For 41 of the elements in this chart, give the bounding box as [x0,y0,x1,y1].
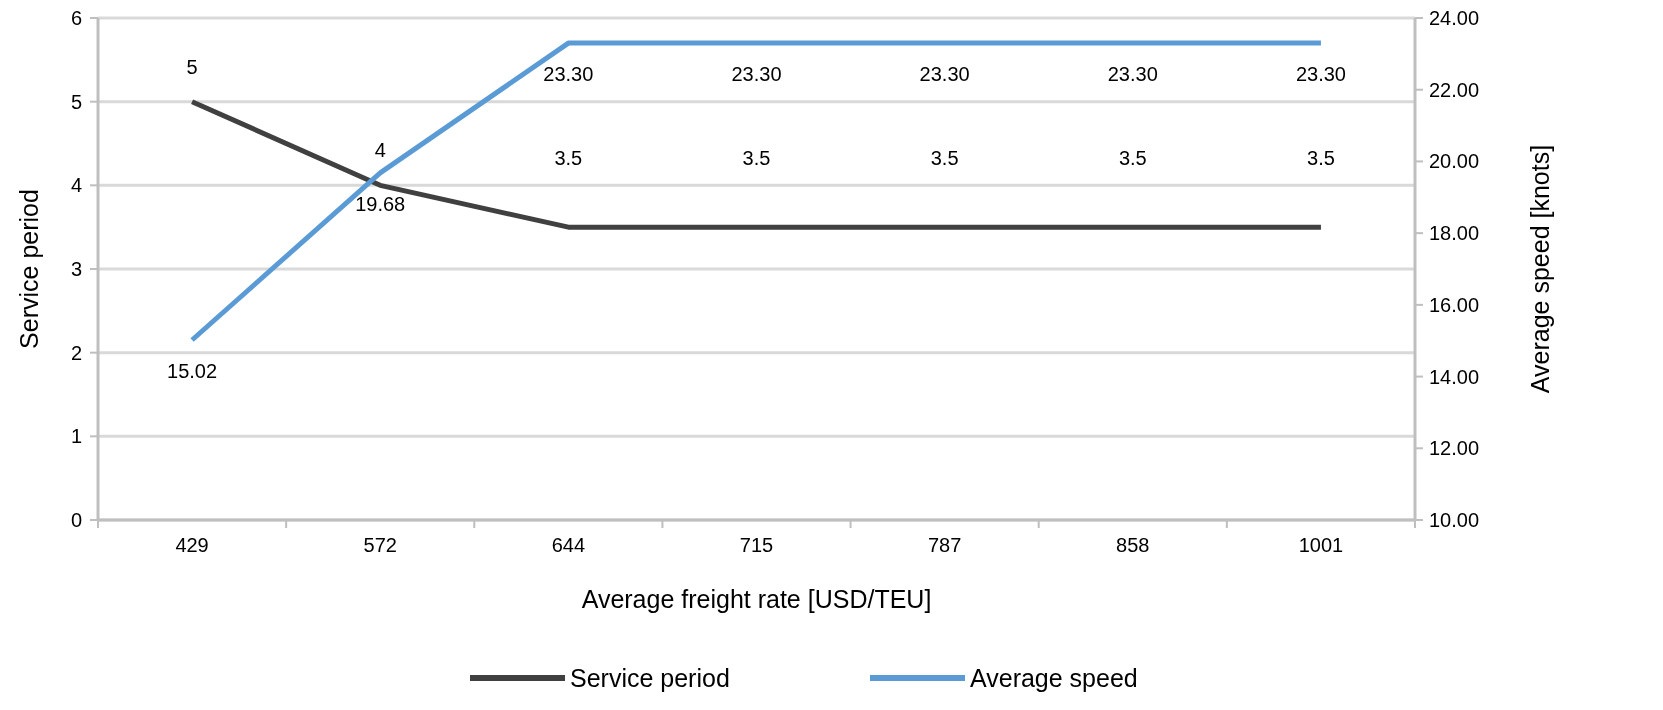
legend-label: Average speed [970,663,1138,692]
x-tick-label: 572 [363,534,397,556]
data-label: 23.30 [543,63,594,86]
x-tick-label: 787 [927,534,962,556]
x-axis-title: Average freight rate [USD/TEU] [581,585,932,613]
data-label: 23.30 [1107,63,1158,86]
x-tick-label: 715 [739,534,774,556]
y2-tick-label: 24.00 [1429,7,1480,29]
y-tick-label: 6 [70,7,82,29]
y2-tick-label: 22.00 [1429,78,1480,101]
data-label: 19.68 [355,192,406,215]
y2-axis-title: Average speed [knots] [1525,144,1554,394]
data-label: 23.30 [919,63,970,86]
data-label: 23.30 [1295,63,1346,86]
y-tick-label: 5 [70,90,82,113]
data-label: 3.5 [554,147,583,170]
y2-tick-label: 12.00 [1429,437,1480,460]
x-tick-label: 858 [1116,534,1150,556]
y-tick-label: 1 [70,425,82,448]
x-tick-label: 1001 [1298,534,1344,556]
data-label: 3.5 [1118,147,1147,170]
data-label: 3.5 [930,147,959,170]
y2-tick-label: 10.00 [1429,509,1480,531]
y2-tick-label: 20.00 [1429,150,1480,173]
y-tick-label: 3 [70,258,82,280]
y-tick-label: 4 [70,174,82,197]
x-tick-label: 644 [551,534,586,556]
data-label: 3.5 [1307,147,1335,170]
y-tick-label: 2 [70,341,82,364]
y-tick-label: 0 [70,509,82,531]
y2-tick-label: 16.00 [1429,293,1480,316]
data-label: 15.02 [167,360,218,382]
data-label: 5 [186,55,198,78]
y2-tick-label: 14.00 [1429,365,1480,388]
legend-label: Service period [570,663,730,692]
x-tick-label: 429 [175,534,209,556]
data-label: 23.30 [731,63,782,86]
y-axis-title: Service period [15,189,43,349]
y2-tick-label: 18.00 [1429,222,1480,245]
data-label: 4 [374,139,386,162]
data-label: 3.5 [742,147,771,170]
